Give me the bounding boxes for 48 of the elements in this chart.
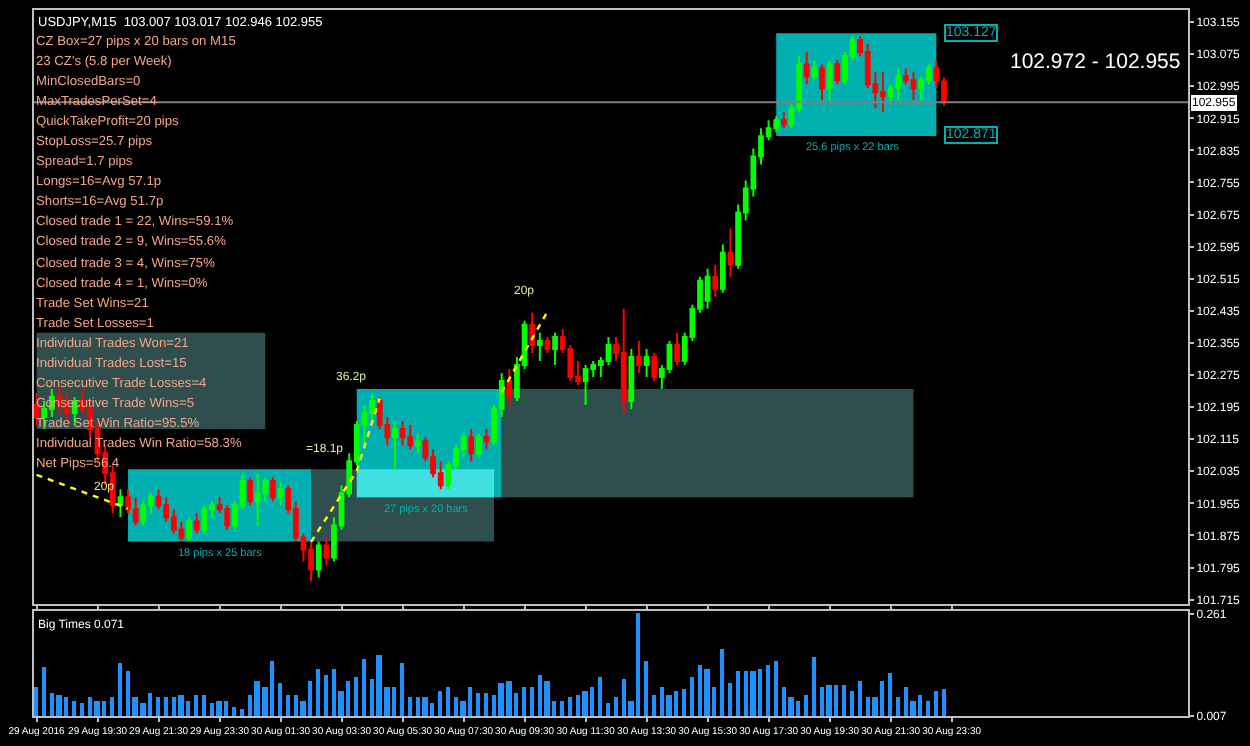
candlestick: [674, 331, 680, 366]
candlestick: [308, 540, 314, 583]
candlestick: [803, 51, 810, 86]
candlestick: [727, 227, 734, 278]
candlestick: [186, 516, 192, 543]
candlestick: [712, 263, 719, 298]
candlestick: [247, 476, 253, 507]
candlestick: [468, 428, 475, 463]
candlestick: [392, 420, 398, 471]
candlestick: [270, 476, 276, 503]
candlestick: [483, 428, 490, 451]
candlestick: [414, 432, 421, 455]
candlestick: [34, 392, 40, 427]
candlestick: [323, 536, 330, 567]
candlestick: [819, 63, 825, 102]
candlestick: [277, 480, 284, 507]
candlestick: [773, 115, 780, 134]
candlestick: [506, 367, 513, 407]
candlestick: [780, 111, 787, 130]
candlestick: [536, 331, 543, 362]
candlestick: [582, 363, 589, 407]
candlestick: [636, 339, 642, 374]
candlestick: [826, 59, 833, 102]
candlestick: [475, 432, 482, 459]
candlestick: [620, 307, 627, 415]
candlestick: [132, 496, 139, 527]
candlestick: [651, 351, 658, 382]
candlestick: [811, 59, 818, 82]
candlestick: [719, 243, 726, 294]
candlestick: [254, 472, 261, 527]
candlestick: [704, 267, 711, 310]
candlestick: [201, 504, 208, 535]
candlestick: [880, 71, 886, 114]
candlestick: [895, 67, 902, 102]
candlestick: [140, 500, 147, 527]
candlestick: [643, 347, 650, 378]
candlestick: [193, 512, 200, 535]
candlestick: [117, 488, 124, 519]
candlestick: [399, 420, 406, 447]
candlestick: [834, 59, 841, 86]
candlestick: [544, 335, 551, 354]
candlestick: [552, 331, 558, 366]
text: 102.972 - 102.955: [1010, 50, 1181, 74]
candlestick: [407, 424, 414, 451]
candlestick: [910, 71, 917, 102]
candlestick: [628, 347, 635, 411]
candlestick: [315, 540, 322, 579]
candlestick: [224, 504, 231, 531]
